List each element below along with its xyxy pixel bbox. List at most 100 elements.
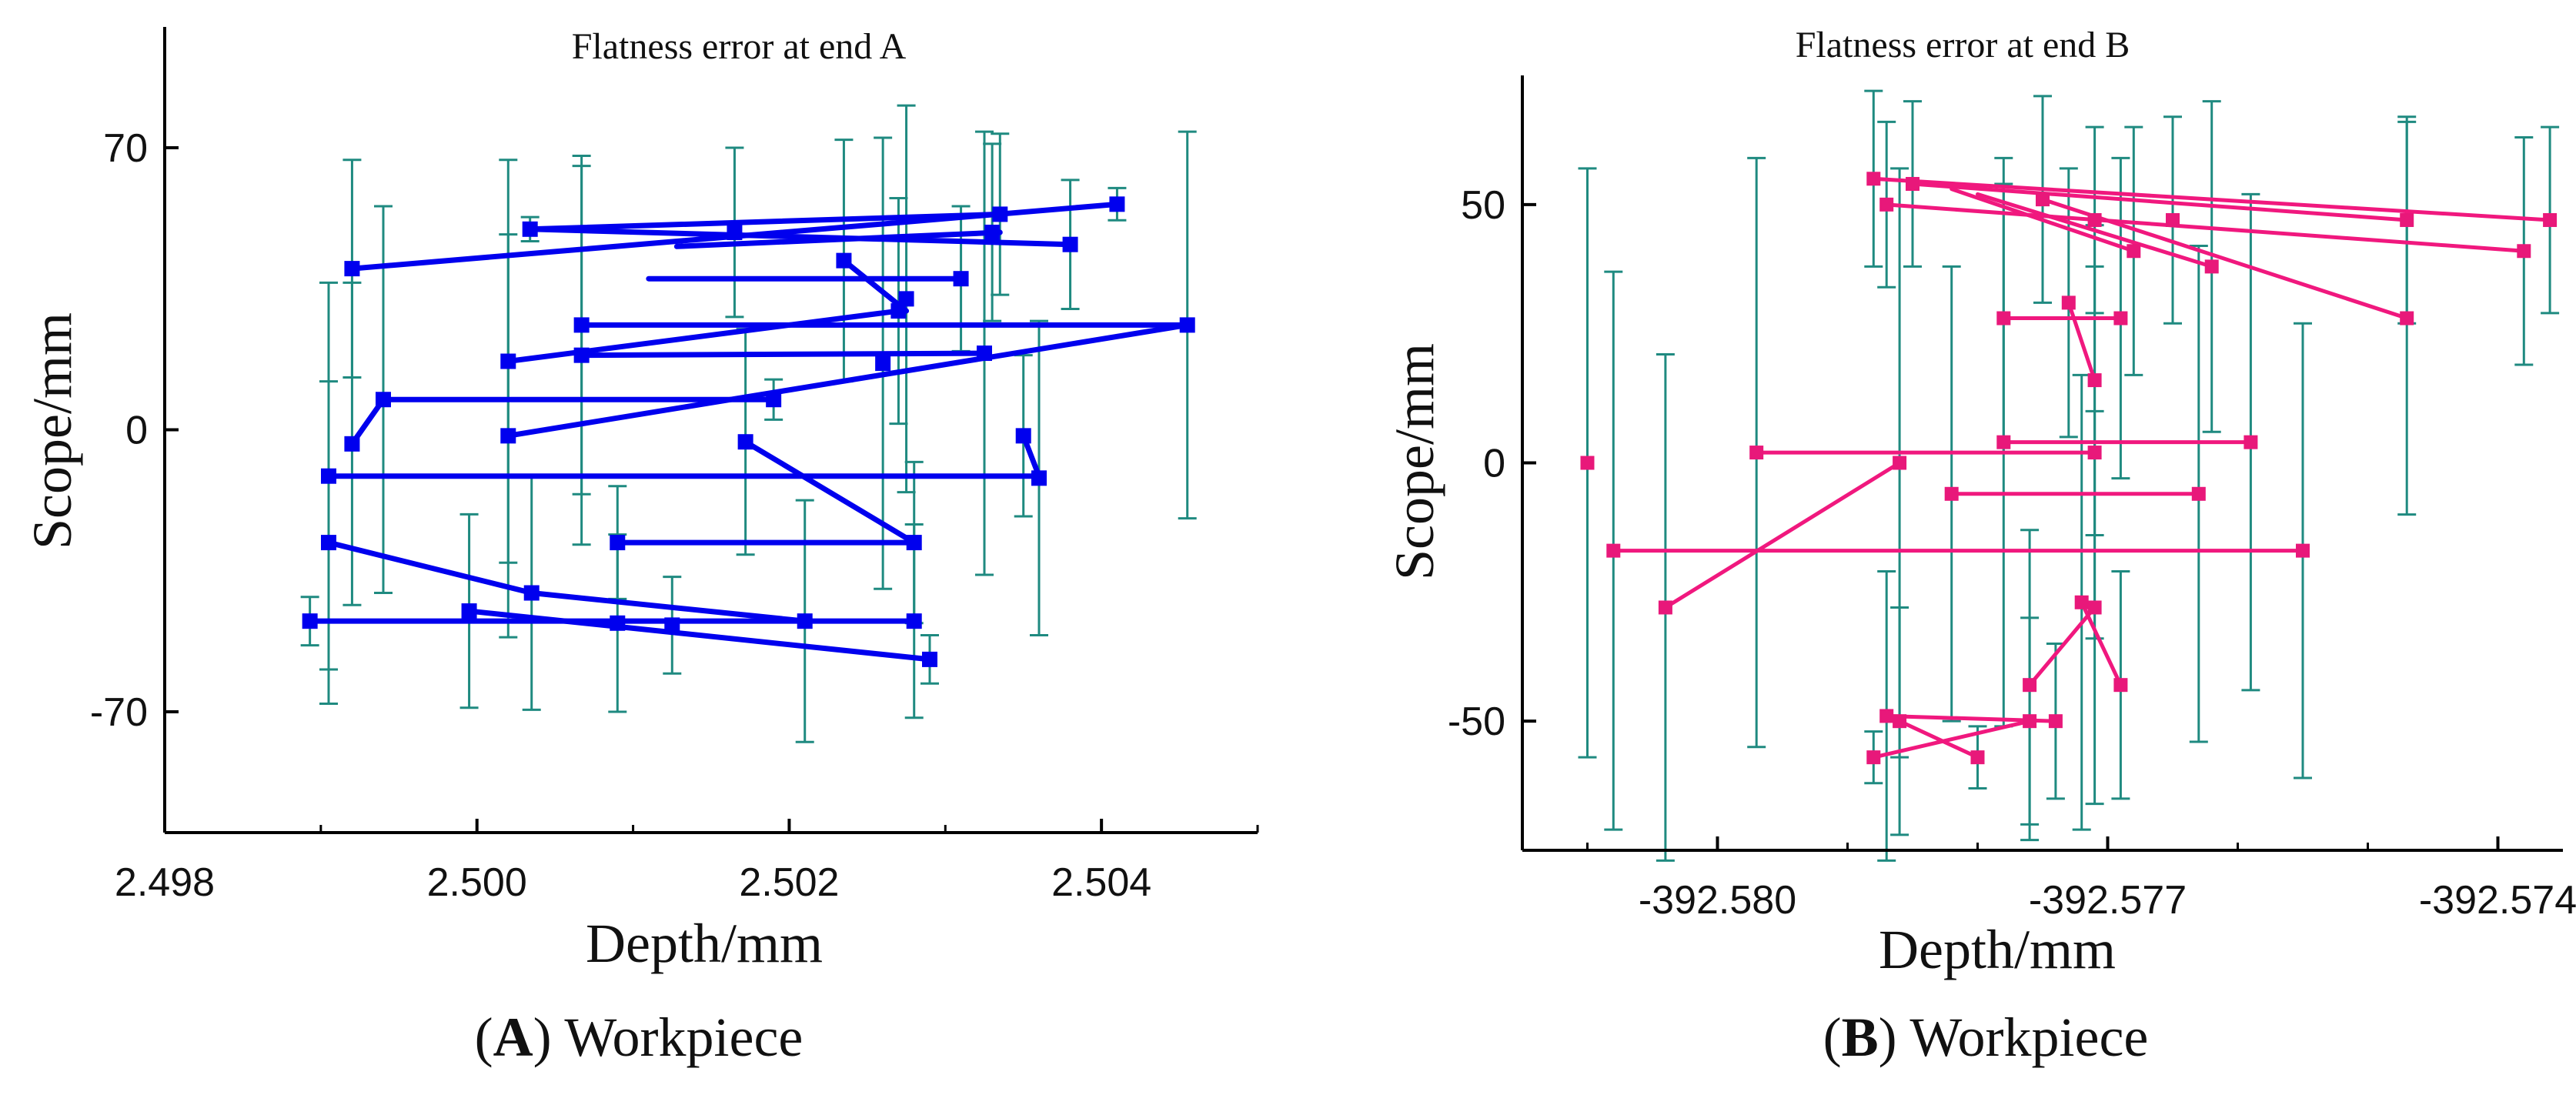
panel-b-data-point xyxy=(2023,678,2037,693)
panel-a-series-line xyxy=(505,322,1191,439)
panel-a-data-point xyxy=(1179,317,1195,333)
panel-b-x-tick-label: -392.574 xyxy=(2419,878,2576,923)
panel-b: -392.580 -392.577 -392.574 -50 0 50 Flatness … xyxy=(1384,25,2576,1068)
panel-a-lines xyxy=(307,201,1191,663)
panel-a-series-line xyxy=(505,308,901,365)
panel-b-series-line xyxy=(2027,605,2097,687)
panel-b-tick-labels: -392.580 -392.577 -392.574 -50 0 50 xyxy=(1448,183,2576,923)
panel-a-data-point xyxy=(1015,428,1031,444)
panel-a-caption-letter: A xyxy=(493,1007,533,1068)
panel-b-data-point xyxy=(1996,435,2011,449)
panel-b-data-point xyxy=(2166,212,2180,227)
panel-b-x-tick-label: -392.577 xyxy=(2029,878,2187,923)
panel-b-data-point xyxy=(1996,311,2011,325)
panel-a-series-line xyxy=(840,258,910,314)
panel-b-y-tick-label: -50 xyxy=(1448,699,1505,744)
panel-b-series-line xyxy=(1976,192,2214,269)
panel-b-data-point xyxy=(2113,311,2128,325)
panel-b-data-point xyxy=(2074,595,2089,609)
panel-b-data-point xyxy=(2543,212,2558,227)
panel-a-data-point xyxy=(522,221,538,237)
panel-a-data-point xyxy=(1062,236,1078,252)
panel-b-data-point xyxy=(2048,714,2063,729)
panel-a-data-point xyxy=(610,615,626,631)
panel-a-data-point xyxy=(500,428,516,444)
panel-a-data-point xyxy=(898,291,914,307)
panel-a-axes xyxy=(163,27,1259,834)
panel-a: 2.498 2.500 2.502 2.504 -70 0 70 Flatness erro… xyxy=(22,26,1259,1068)
panel-b-data-point xyxy=(1970,750,1985,765)
panel-b-series-line xyxy=(1910,182,2409,222)
panel-b-markers xyxy=(1580,172,2558,765)
panel-b-data-point xyxy=(2113,678,2128,693)
panel-a-data-point xyxy=(836,252,852,269)
panel-a-data-point xyxy=(321,535,336,551)
panel-a-y-tick-label: 70 xyxy=(103,126,148,171)
panel-b-data-point xyxy=(1866,172,1881,186)
panel-a-y-tick-label: 0 xyxy=(125,409,148,453)
panel-a-series-line xyxy=(673,229,1003,249)
panel-b-lines xyxy=(1611,176,2552,759)
panel-b-series-line xyxy=(1663,461,1902,609)
panel-a-x-tick-label: 2.504 xyxy=(1051,860,1151,905)
panel-a-series-line xyxy=(579,350,987,359)
panel-b-data-point xyxy=(1893,456,1907,470)
panel-a-data-point xyxy=(523,585,540,601)
panel-a-x-axis-label: Depth/mm xyxy=(586,913,823,974)
panel-b-data-point xyxy=(1906,176,1919,191)
panel-b-y-tick-label: 50 xyxy=(1461,183,1505,228)
panel-a-data-point xyxy=(953,271,969,287)
panel-a-series-line xyxy=(326,539,535,596)
panel-a-data-point xyxy=(664,617,680,633)
panel-b-x-tick-label: -392.580 xyxy=(1639,878,1796,923)
panel-b-x-axis-label: Depth/mm xyxy=(1879,919,2116,980)
panel-b-y-tick-label: 0 xyxy=(1483,442,1505,486)
panel-a-data-point xyxy=(573,317,590,333)
panel-b-data-point xyxy=(1879,709,1894,723)
panel-b-data-point xyxy=(2127,244,2141,259)
panel-a-data-point xyxy=(797,613,813,629)
panel-b-data-point xyxy=(1606,543,1621,558)
panel-a-series-line xyxy=(743,439,917,546)
panel-a-data-point xyxy=(922,651,937,667)
panel-a-data-point xyxy=(906,535,922,551)
panel-b-caption-text: Workpiece xyxy=(1909,1007,2148,1068)
panel-a-caption-text: Workpiece xyxy=(564,1007,803,1068)
panel-a-data-point xyxy=(610,535,626,551)
panel-a-y-axis-label: Scope/mm xyxy=(22,312,83,549)
panel-a-data-point xyxy=(344,436,360,452)
panel-b-data-point xyxy=(2036,192,2050,207)
panel-a-data-point xyxy=(573,347,590,363)
panel-b-data-point xyxy=(1580,456,1595,470)
panel-a-x-tick-label: 2.502 xyxy=(739,860,839,905)
panel-a-series-line xyxy=(466,608,933,663)
panel-b-data-point xyxy=(2087,446,2102,460)
panel-a-data-point xyxy=(875,356,891,372)
panel-b-series-line xyxy=(1871,719,2032,759)
panel-b-y-axis-label: Scope/mm xyxy=(1384,343,1445,580)
panel-a-data-point xyxy=(906,613,922,629)
panel-a-data-point xyxy=(766,392,782,408)
panel-b-caption: (B) Workpiece xyxy=(1823,1007,2149,1068)
panel-b-series-line xyxy=(1871,176,2552,222)
panel-a-data-point xyxy=(376,392,391,408)
panel-b-data-point xyxy=(1879,197,1894,212)
panel-b-data-point xyxy=(2204,259,2219,274)
panel-a-data-point xyxy=(321,468,336,484)
panel-a-x-tick-label: 2.498 xyxy=(115,860,215,905)
panel-b-data-point xyxy=(2244,435,2258,449)
panel-a-data-point xyxy=(977,346,992,362)
panel-b-data-point xyxy=(2087,600,2102,615)
panel-b-data-point xyxy=(2087,373,2102,388)
panel-b-data-point xyxy=(2191,486,2206,501)
panel-b-data-point xyxy=(1893,714,1907,729)
panel-b-data-point xyxy=(2517,244,2531,259)
panel-b-data-point xyxy=(2087,212,2102,227)
panel-b-series-line xyxy=(2040,197,2409,321)
panel-b-data-point xyxy=(2400,212,2414,227)
panel-a-data-point xyxy=(890,303,907,319)
panel-b-title: Flatness error at end B xyxy=(1796,25,2130,65)
panel-a-data-point xyxy=(1109,196,1125,212)
panel-a-title: Flatness error at end A xyxy=(572,26,907,67)
